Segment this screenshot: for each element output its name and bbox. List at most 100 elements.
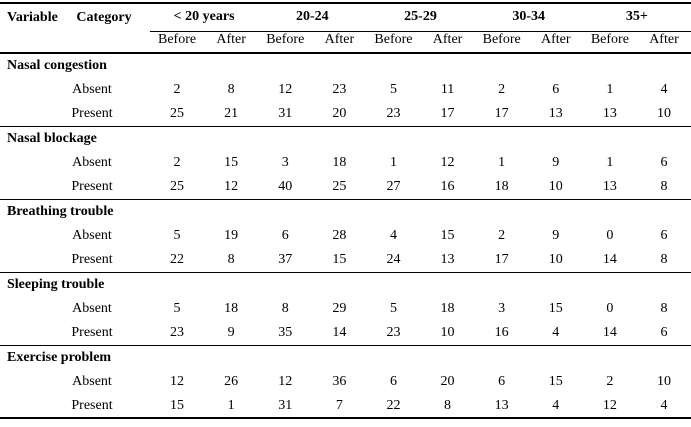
value-cell: 12 (602, 397, 617, 413)
value-cell: 17 (494, 105, 509, 121)
value-cell: 2 (498, 228, 506, 243)
value-cell: 6 (498, 374, 506, 389)
value-cell: 25 (170, 105, 185, 121)
value-cell: 5 (389, 301, 397, 316)
value-cell: 15 (548, 301, 563, 316)
value-cell: 31 (278, 105, 293, 121)
value-cell: 24 (386, 251, 401, 267)
spacer-cell (0, 102, 58, 126)
data-row: Present 23 9 35 14 23 10 16 4 14 6 (0, 321, 691, 345)
value-cell: 4 (660, 397, 668, 413)
age-group-header-35-plus: 35+ (582, 3, 691, 32)
data-row: Absent 2 8 12 23 5 11 2 6 1 4 (0, 78, 691, 102)
value-cell: 9 (552, 155, 560, 170)
after-header: After (204, 31, 259, 54)
before-header: Before (582, 31, 637, 54)
value-cell: 12 (170, 374, 185, 389)
data-row: Absent 12 26 12 36 6 20 6 15 2 10 (0, 370, 691, 394)
spacer-cell (0, 321, 58, 345)
value-cell: 1 (606, 82, 614, 97)
spacer-cell (0, 175, 58, 199)
value-cell: 5 (173, 228, 181, 243)
value-cell: 7 (335, 397, 343, 413)
value-cell: 37 (278, 251, 293, 267)
value-cell: 2 (606, 374, 614, 389)
value-cell: 3 (281, 155, 289, 170)
section-header-row: Sleeping trouble (0, 271, 691, 297)
value-cell: 6 (660, 324, 668, 340)
category-cell: Absent (72, 82, 112, 97)
age-group-header-20-24: 20-24 (258, 3, 367, 32)
value-cell: 12 (278, 374, 293, 389)
value-cell: 8 (660, 178, 668, 194)
category-cell: Absent (72, 301, 112, 316)
value-cell: 5 (389, 82, 397, 97)
data-row: Present 15 1 31 7 22 8 13 4 12 4 (0, 394, 691, 418)
value-cell: 15 (224, 155, 239, 170)
value-cell: 8 (227, 251, 235, 267)
value-cell: 40 (278, 178, 293, 194)
value-cell: 13 (602, 178, 617, 194)
value-cell: 2 (498, 82, 506, 97)
data-row: Absent 5 19 6 28 4 15 2 9 0 6 (0, 224, 691, 248)
value-cell: 21 (224, 105, 239, 121)
spacer-cell (0, 224, 58, 248)
spacer-cell (0, 151, 58, 175)
value-cell: 22 (386, 397, 401, 413)
category-cell: Present (71, 251, 113, 267)
value-cell: 16 (440, 178, 455, 194)
data-row: Present 25 21 31 20 23 17 17 13 13 10 (0, 102, 691, 126)
spacer-cell (0, 394, 58, 418)
empty-header-cell (58, 31, 150, 54)
value-cell: 4 (389, 228, 397, 243)
value-cell: 6 (552, 82, 560, 97)
value-cell: 19 (224, 228, 239, 243)
table-header: Variable Category < 20 years 20-24 25-29… (0, 3, 691, 54)
value-cell: 25 (332, 178, 347, 194)
section-header-row: Nasal blockage (0, 125, 691, 151)
results-table: Variable Category < 20 years 20-24 25-29… (0, 2, 691, 419)
category-cell: Absent (72, 374, 112, 389)
category-cell: Absent (72, 228, 112, 243)
value-cell: 17 (440, 105, 455, 121)
after-header: After (420, 31, 475, 54)
data-row: Present 22 8 37 15 24 13 17 10 14 8 (0, 248, 691, 272)
value-cell: 4 (552, 324, 560, 340)
category-cell: Present (71, 324, 113, 340)
value-cell: 10 (548, 251, 563, 267)
age-group-header-row: Variable Category < 20 years 20-24 25-29… (0, 3, 691, 32)
value-cell: 14 (602, 324, 617, 340)
value-cell: 9 (227, 324, 235, 340)
before-header: Before (258, 31, 313, 54)
value-cell: 6 (389, 374, 397, 389)
category-cell: Present (71, 178, 113, 194)
age-group-header-under-20: < 20 years (150, 3, 259, 32)
category-cell: Absent (72, 155, 112, 170)
value-cell: 15 (548, 374, 563, 389)
value-cell: 2 (173, 155, 181, 170)
value-cell: 0 (606, 301, 614, 316)
after-header: After (528, 31, 583, 54)
value-cell: 1 (389, 155, 397, 170)
value-cell: 8 (444, 397, 452, 413)
value-cell: 12 (224, 178, 239, 194)
category-column-header: Category (76, 9, 132, 25)
section-header-row: Exercise problem (0, 344, 691, 370)
data-row: Absent 2 15 3 18 1 12 1 9 1 6 (0, 151, 691, 175)
value-cell: 15 (332, 251, 347, 267)
value-cell: 18 (224, 301, 239, 316)
spacer-cell (0, 248, 58, 272)
value-cell: 13 (602, 105, 617, 121)
value-cell: 29 (332, 301, 347, 316)
value-cell: 17 (494, 251, 509, 267)
value-cell: 20 (440, 374, 455, 389)
spacer-cell (0, 297, 58, 321)
value-cell: 1 (227, 397, 235, 413)
value-cell: 18 (494, 178, 509, 194)
before-header: Before (366, 31, 421, 54)
category-cell: Present (71, 105, 113, 121)
section-title: Exercise problem (0, 344, 691, 370)
value-cell: 10 (656, 374, 671, 389)
value-cell: 23 (386, 105, 401, 121)
